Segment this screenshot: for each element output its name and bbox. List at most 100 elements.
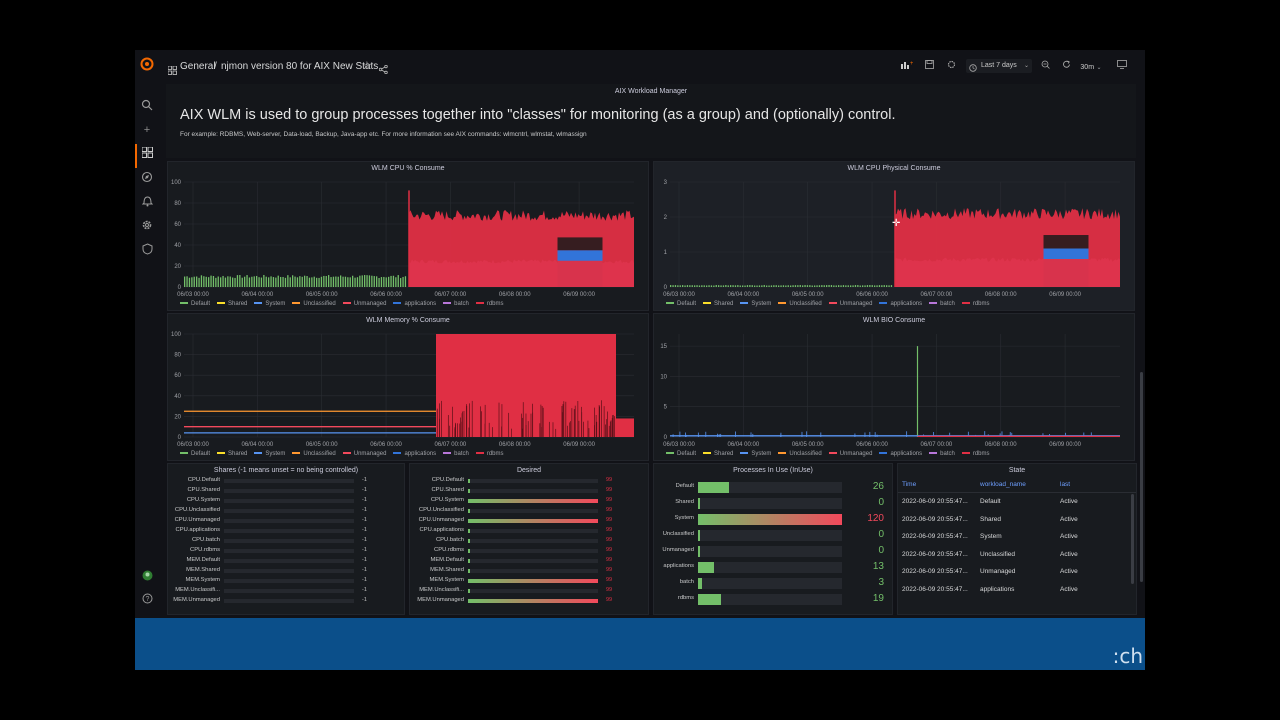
- series-mark-Default: [335, 276, 337, 287]
- legend-item[interactable]: Unmanaged: [839, 451, 873, 457]
- row-value: -1: [362, 517, 367, 523]
- chart-legend[interactable]: Default Shared System Unclassified Unmanaged…: [666, 301, 990, 307]
- series-mark-Default: [184, 276, 186, 287]
- legend-item[interactable]: batch: [454, 301, 469, 307]
- x-tick-label: 06/03 00:00: [177, 442, 209, 448]
- series-mark-Default: [698, 285, 701, 287]
- help-icon[interactable]: ?: [140, 593, 154, 607]
- gauge-bar-fill: [468, 589, 470, 593]
- legend-item[interactable]: Default: [191, 451, 211, 457]
- chart-legend[interactable]: Default Shared System Unclassified Unmanaged…: [666, 451, 990, 457]
- y-tick-label: 100: [171, 180, 182, 186]
- mouse-cursor-icon: ✛: [892, 218, 901, 229]
- dashboard-scrollbar[interactable]: [1140, 372, 1143, 582]
- process-row-label: System: [674, 515, 694, 521]
- save-icon[interactable]: [921, 59, 937, 73]
- chart-legend[interactable]: Default Shared System Unclassified Unmanaged…: [180, 451, 504, 457]
- legend-item[interactable]: Default: [677, 451, 697, 457]
- series-mark-Default: [744, 285, 746, 287]
- legend-item[interactable]: batch: [940, 301, 955, 307]
- state-column-header[interactable]: last: [1060, 481, 1071, 488]
- series-mark-Default: [859, 285, 861, 287]
- gear-icon[interactable]: [140, 219, 154, 233]
- process-bar-fill: [698, 578, 702, 589]
- legend-item[interactable]: Shared: [228, 301, 248, 307]
- share-icon[interactable]: [378, 61, 388, 79]
- gauge-bar-bg: [468, 479, 598, 483]
- legend-item[interactable]: Unclassified: [789, 451, 822, 457]
- x-tick-label: 06/06 00:00: [370, 442, 402, 448]
- state-column-header[interactable]: Time: [902, 481, 917, 488]
- explore-icon[interactable]: [140, 171, 154, 185]
- chart-title[interactable]: WLM Memory % Consume: [366, 317, 450, 324]
- chart-panel-1[interactable]: WLM CPU % Consume 0 20 40 60 80 100 06/03 00:00…: [167, 161, 649, 311]
- search-icon[interactable]: [140, 99, 154, 113]
- chart-title[interactable]: WLM BIO Consume: [862, 317, 926, 324]
- grafana-logo-icon[interactable]: [140, 57, 154, 71]
- dashboard-title[interactable]: njmon version 80 for AIX New Stats: [221, 61, 379, 72]
- breadcrumb-folder[interactable]: General: [180, 61, 216, 72]
- chart-title[interactable]: WLM CPU % Consume: [371, 165, 445, 172]
- legend-swatch: [879, 452, 888, 455]
- gauge-bar-bg: [468, 589, 598, 593]
- legend-item[interactable]: Shared: [714, 301, 734, 307]
- gauge-bar-fill: [468, 569, 470, 573]
- legend-swatch: [443, 452, 452, 455]
- shield-icon[interactable]: [140, 243, 154, 257]
- legend-item[interactable]: Unmanaged: [353, 301, 387, 307]
- legend-swatch: [778, 302, 787, 305]
- legend-item[interactable]: System: [265, 301, 286, 307]
- series-mark-Default: [330, 277, 332, 287]
- series-mark-Default: [718, 285, 720, 287]
- legend-item[interactable]: System: [265, 451, 286, 457]
- star-icon[interactable]: ☆: [362, 60, 372, 72]
- time-range-picker[interactable]: Last 7 days ⌄: [966, 59, 1032, 73]
- user-avatar-icon[interactable]: [140, 570, 154, 584]
- gauge-bar-bg: [468, 549, 598, 553]
- legend-item[interactable]: Shared: [714, 451, 734, 457]
- chart-svg: 0 20 40 60 80 100 06/03 00:00 06/04 00:00 06/05 …: [171, 332, 634, 448]
- chart-title[interactable]: WLM CPU Physical Consume: [847, 165, 941, 172]
- zoom-out-icon[interactable]: [1037, 59, 1053, 73]
- legend-item[interactable]: rdbms: [972, 451, 990, 457]
- legend-item[interactable]: applications: [404, 451, 437, 457]
- refresh-icon[interactable]: [1058, 59, 1074, 73]
- legend-item[interactable]: applications: [890, 301, 923, 307]
- series-mark-Default: [854, 285, 857, 287]
- chart-legend[interactable]: Default Shared System Unclassified Unmanaged…: [180, 301, 504, 307]
- add-panel-icon[interactable]: +: [898, 59, 916, 73]
- legend-item[interactable]: applications: [890, 451, 923, 457]
- plus-icon[interactable]: +: [143, 124, 151, 136]
- state-column-header[interactable]: workload_name: [980, 481, 1026, 488]
- legend-item[interactable]: System: [751, 301, 772, 307]
- state-cell: Default: [980, 498, 1001, 505]
- processes-panel: Processes In Use (InUse) Default 26 Shared…: [653, 463, 893, 615]
- tv-mode-icon[interactable]: [1114, 59, 1130, 73]
- legend-item[interactable]: Unmanaged: [839, 301, 873, 307]
- legend-item[interactable]: Default: [677, 301, 697, 307]
- chart-panel-2[interactable]: WLM CPU Physical Consume 0 1 2 3 06/03 00:00 0…: [653, 161, 1135, 311]
- legend-item[interactable]: Unclassified: [303, 451, 336, 457]
- dashboards-icon[interactable]: [140, 146, 154, 161]
- row-value: 99: [606, 477, 613, 483]
- legend-item[interactable]: Unclassified: [303, 301, 336, 307]
- legend-item[interactable]: Shared: [228, 451, 248, 457]
- legend-item[interactable]: batch: [940, 451, 955, 457]
- legend-item[interactable]: Default: [191, 301, 211, 307]
- legend-item[interactable]: rdbms: [972, 301, 990, 307]
- chart-panel-4[interactable]: WLM BIO Consume 0 5 10 15 06/03 00:00 06/04 00…: [653, 313, 1135, 461]
- legend-item[interactable]: batch: [454, 451, 469, 457]
- chart-panel-3[interactable]: WLM Memory % Consume 0 20 40 60 80 100 06/03 00…: [167, 313, 649, 461]
- chart-svg: 0 1 2 3 06/03 00:00 06/04 00:00 06/05 00:00 06/…: [663, 180, 1120, 298]
- state-scrollbar[interactable]: [1131, 494, 1134, 584]
- bell-icon[interactable]: [140, 195, 154, 209]
- legend-item[interactable]: System: [751, 451, 772, 457]
- legend-item[interactable]: rdbms: [486, 451, 504, 457]
- legend-swatch: [961, 302, 970, 305]
- legend-item[interactable]: rdbms: [486, 301, 504, 307]
- legend-item[interactable]: applications: [404, 301, 437, 307]
- refresh-interval-picker[interactable]: 30m ⌄: [1077, 59, 1105, 73]
- legend-item[interactable]: Unclassified: [789, 301, 822, 307]
- legend-item[interactable]: Unmanaged: [353, 451, 387, 457]
- settings-gear-icon[interactable]: [943, 59, 959, 73]
